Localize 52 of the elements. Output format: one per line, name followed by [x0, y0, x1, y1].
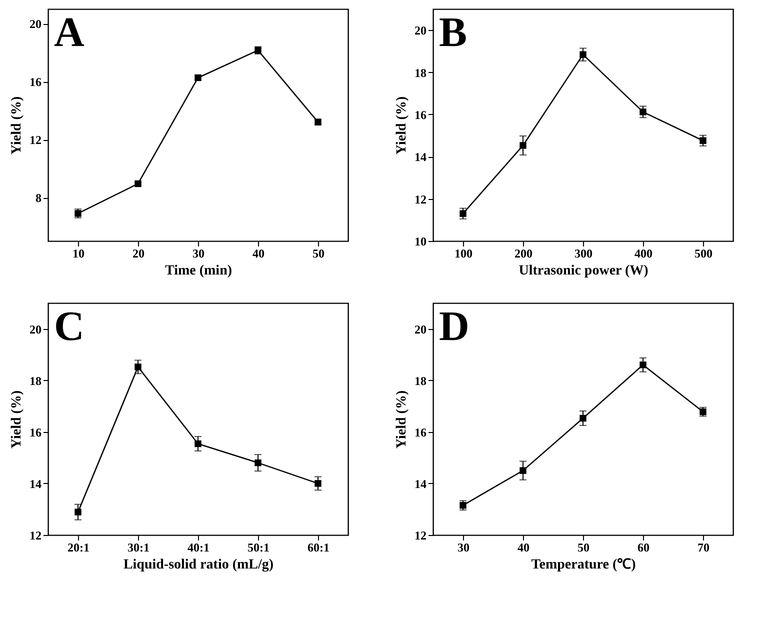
- x-tick-label: 50: [312, 246, 324, 260]
- annotation: A: [54, 10, 85, 56]
- annotation: D: [439, 304, 470, 350]
- x-tick-label: 50:1: [248, 540, 270, 554]
- x-tick-label: 60:1: [308, 540, 330, 554]
- x-tick-label: 40:1: [188, 540, 210, 554]
- y-tick-label: 16: [414, 108, 426, 122]
- y-tick-label: 14: [414, 476, 426, 491]
- x-tick-label: 500: [694, 246, 712, 260]
- y-tick-label: 20: [30, 322, 42, 336]
- y-axis-title: Yield (%): [10, 96, 24, 155]
- y-tick-label: 12: [414, 528, 426, 542]
- x-tick-label: 10: [72, 246, 84, 260]
- y-tick-label: 14: [414, 150, 426, 164]
- y-tick-label: 14: [30, 476, 42, 491]
- x-tick-label: 30: [192, 246, 204, 260]
- x-tick-label: 50: [578, 540, 590, 554]
- x-axis-title: Liquid-solid ratio (mL/g): [123, 558, 274, 572]
- y-tick-label: 16: [30, 75, 42, 89]
- annotation: B: [439, 10, 468, 56]
- y-tick-label: 16: [414, 425, 426, 440]
- y-tick-label: 12: [414, 192, 426, 206]
- x-axis-title: Ultrasonic power (W): [518, 264, 649, 278]
- x-axis-title: Temperature (℃): [531, 558, 636, 572]
- y-tick-label: 20: [30, 17, 42, 31]
- x-tick-label: 40: [252, 246, 264, 260]
- y-tick-label: 20: [414, 322, 426, 336]
- x-tick-label: 30:1: [128, 540, 150, 554]
- x-tick-label: 30: [458, 540, 470, 554]
- x-tick-label: 60: [638, 540, 650, 554]
- x-tick-label: 40: [518, 540, 530, 554]
- x-tick-label: 300: [574, 246, 592, 260]
- x-tick-label: 200: [514, 246, 532, 260]
- x-tick-label: 100: [454, 246, 472, 260]
- y-tick-label: 18: [414, 374, 426, 388]
- y-tick-label: 18: [30, 374, 42, 388]
- x-tick-label: 20: [132, 246, 144, 260]
- y-tick-label: 10: [414, 234, 426, 248]
- y-axis-title: Yield (%): [394, 96, 410, 155]
- y-tick-label: 8: [36, 191, 42, 205]
- y-axis-title: Yield (%): [394, 390, 410, 449]
- x-axis-title: Time (min): [164, 264, 232, 278]
- y-tick-label: 12: [30, 133, 42, 147]
- y-tick-label: 16: [30, 425, 42, 440]
- x-tick-label: 400: [634, 246, 652, 260]
- y-tick-label: 12: [30, 528, 42, 542]
- x-tick-label: 20:1: [68, 540, 90, 554]
- x-tick-label: 70: [698, 540, 710, 554]
- y-tick-label: 20: [414, 24, 426, 38]
- y-tick-label: 18: [414, 66, 426, 80]
- y-axis-title: Yield (%): [10, 390, 24, 449]
- annotation: C: [54, 304, 84, 350]
